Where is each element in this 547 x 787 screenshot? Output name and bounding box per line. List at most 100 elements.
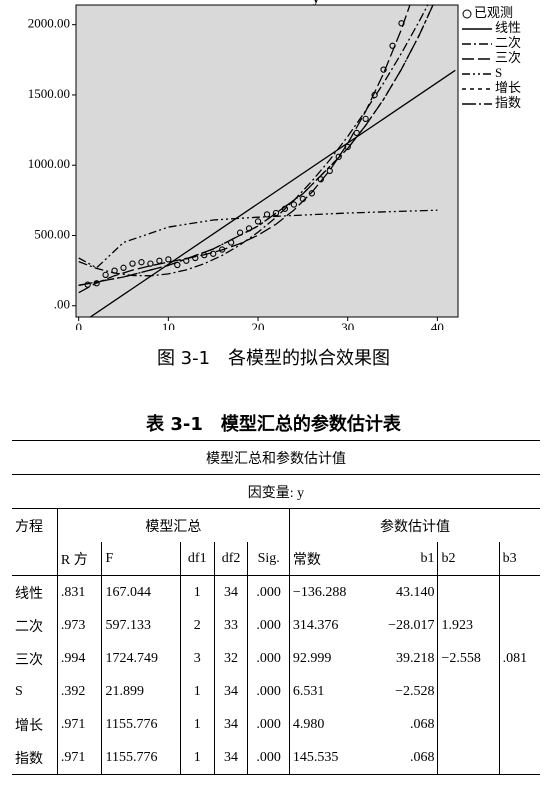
table-cell: −2.558: [437, 642, 500, 675]
x-tick-label: 40: [431, 320, 444, 330]
table-cell: .392: [56, 675, 102, 708]
observed-point: [254, 218, 262, 225]
table-cell: .971: [56, 708, 102, 741]
table-cell: 34: [213, 675, 248, 708]
plot-area: [75, 4, 459, 318]
observed-point: [210, 250, 217, 257]
table-cell: 1: [179, 575, 215, 609]
table-cell: 92.999: [288, 642, 369, 675]
observed-point: [102, 271, 109, 278]
legend-label: 增长: [495, 80, 521, 95]
table-cell: [437, 708, 500, 741]
observed-point: [138, 259, 145, 266]
table-cell: .000: [247, 708, 290, 741]
observed-point: [129, 260, 136, 267]
legend-marker: [462, 9, 472, 19]
fit-line: [78, 5, 429, 277]
table-cell: Sig.: [247, 542, 290, 576]
y-tick-label: .00: [54, 297, 70, 312]
legend-label: 三次: [495, 50, 521, 65]
table-cell: [498, 675, 540, 708]
table-cell: [437, 675, 500, 708]
table-cell: 1155.776: [101, 741, 181, 775]
table-cell: .068: [368, 741, 438, 775]
table-cell: F: [101, 542, 181, 576]
table-header: 模型汇总和参数估计值: [12, 440, 540, 475]
table-cell: 21.899: [101, 675, 181, 708]
table-cell: 314.376: [288, 609, 369, 642]
table-cell: 32: [213, 642, 248, 675]
table-cell: 1: [179, 708, 215, 741]
table-cell: 4.980: [288, 708, 369, 741]
table-cell: 三次: [15, 652, 43, 668]
table-cell: .973: [56, 609, 102, 642]
table-cell: [437, 575, 500, 609]
table-cell: .000: [247, 609, 290, 642]
fit-line: [78, 5, 434, 286]
table-cell: R 方: [56, 542, 102, 576]
observed-point: [308, 190, 315, 197]
observed-point: [93, 280, 100, 287]
y-tick-label: 2000.00: [28, 16, 70, 31]
y-tick-label: 500.00: [34, 226, 70, 241]
table-cell: −28.017: [388, 617, 435, 633]
table-cell: df1: [179, 542, 215, 576]
observed-point: [272, 209, 280, 217]
table-cell: b1: [368, 542, 438, 576]
table-cell: S: [15, 683, 23, 699]
group-header: 参数估计值: [288, 508, 540, 542]
table-cell: 1: [179, 741, 215, 775]
x-tick-label: 30: [341, 320, 354, 330]
fit-line: [78, 209, 438, 269]
table-cell: 指数: [12, 741, 58, 775]
group-header: 模型汇总: [56, 508, 290, 542]
table-cell: 1: [179, 675, 215, 708]
table-cell: b2: [437, 542, 500, 576]
table-cell: 39.218: [395, 650, 435, 666]
legend-label: 线性: [495, 20, 521, 35]
observed-point: [147, 260, 154, 267]
legend-label: 已观测: [474, 5, 513, 20]
table-cell: .000: [247, 575, 290, 609]
fit-line: [78, 5, 434, 286]
x-tick-label: 0: [75, 320, 82, 330]
table-cell: .000: [247, 642, 290, 675]
table-cell: 3: [179, 642, 215, 675]
table-cell: .994: [56, 642, 102, 675]
legend-label: S: [495, 65, 502, 80]
observed-point: [120, 264, 127, 271]
table-cell: 6.531: [288, 675, 369, 708]
observed-point: [335, 153, 342, 160]
table-cell: b3: [498, 542, 540, 576]
table-cell: .000: [247, 741, 290, 775]
table-cell: .081: [498, 642, 540, 675]
table-cell: .000: [247, 675, 290, 708]
table-cell: 1155.776: [101, 708, 181, 741]
fit-line: [78, 5, 411, 294]
table-cell: 1.923: [437, 609, 500, 642]
observed-point: [380, 66, 387, 73]
observed-point: [165, 256, 172, 263]
table-cell: 33: [213, 609, 248, 642]
table-cell: −2.528: [395, 683, 435, 699]
table-cell: .971: [56, 741, 102, 775]
observed-point: [263, 211, 271, 218]
group-header: 方程: [15, 519, 43, 535]
observed-point: [362, 115, 369, 122]
x-tick-label: 10: [162, 320, 175, 330]
table-cell: .831: [56, 575, 102, 609]
table-cell: 2: [179, 609, 215, 642]
legend-label: 指数: [495, 95, 521, 110]
table-cell: [498, 741, 540, 775]
table-cell: [498, 708, 540, 741]
table-cell: 34: [213, 741, 248, 775]
table-cell: 常数: [288, 542, 369, 576]
table-cell: [498, 609, 540, 642]
table-cell: 597.133: [101, 609, 181, 642]
table-cell: [437, 741, 500, 775]
table-cell: 二次: [15, 619, 43, 635]
y-tick-label: 1000.00: [28, 156, 70, 171]
table-cell: 43.140: [395, 584, 435, 600]
